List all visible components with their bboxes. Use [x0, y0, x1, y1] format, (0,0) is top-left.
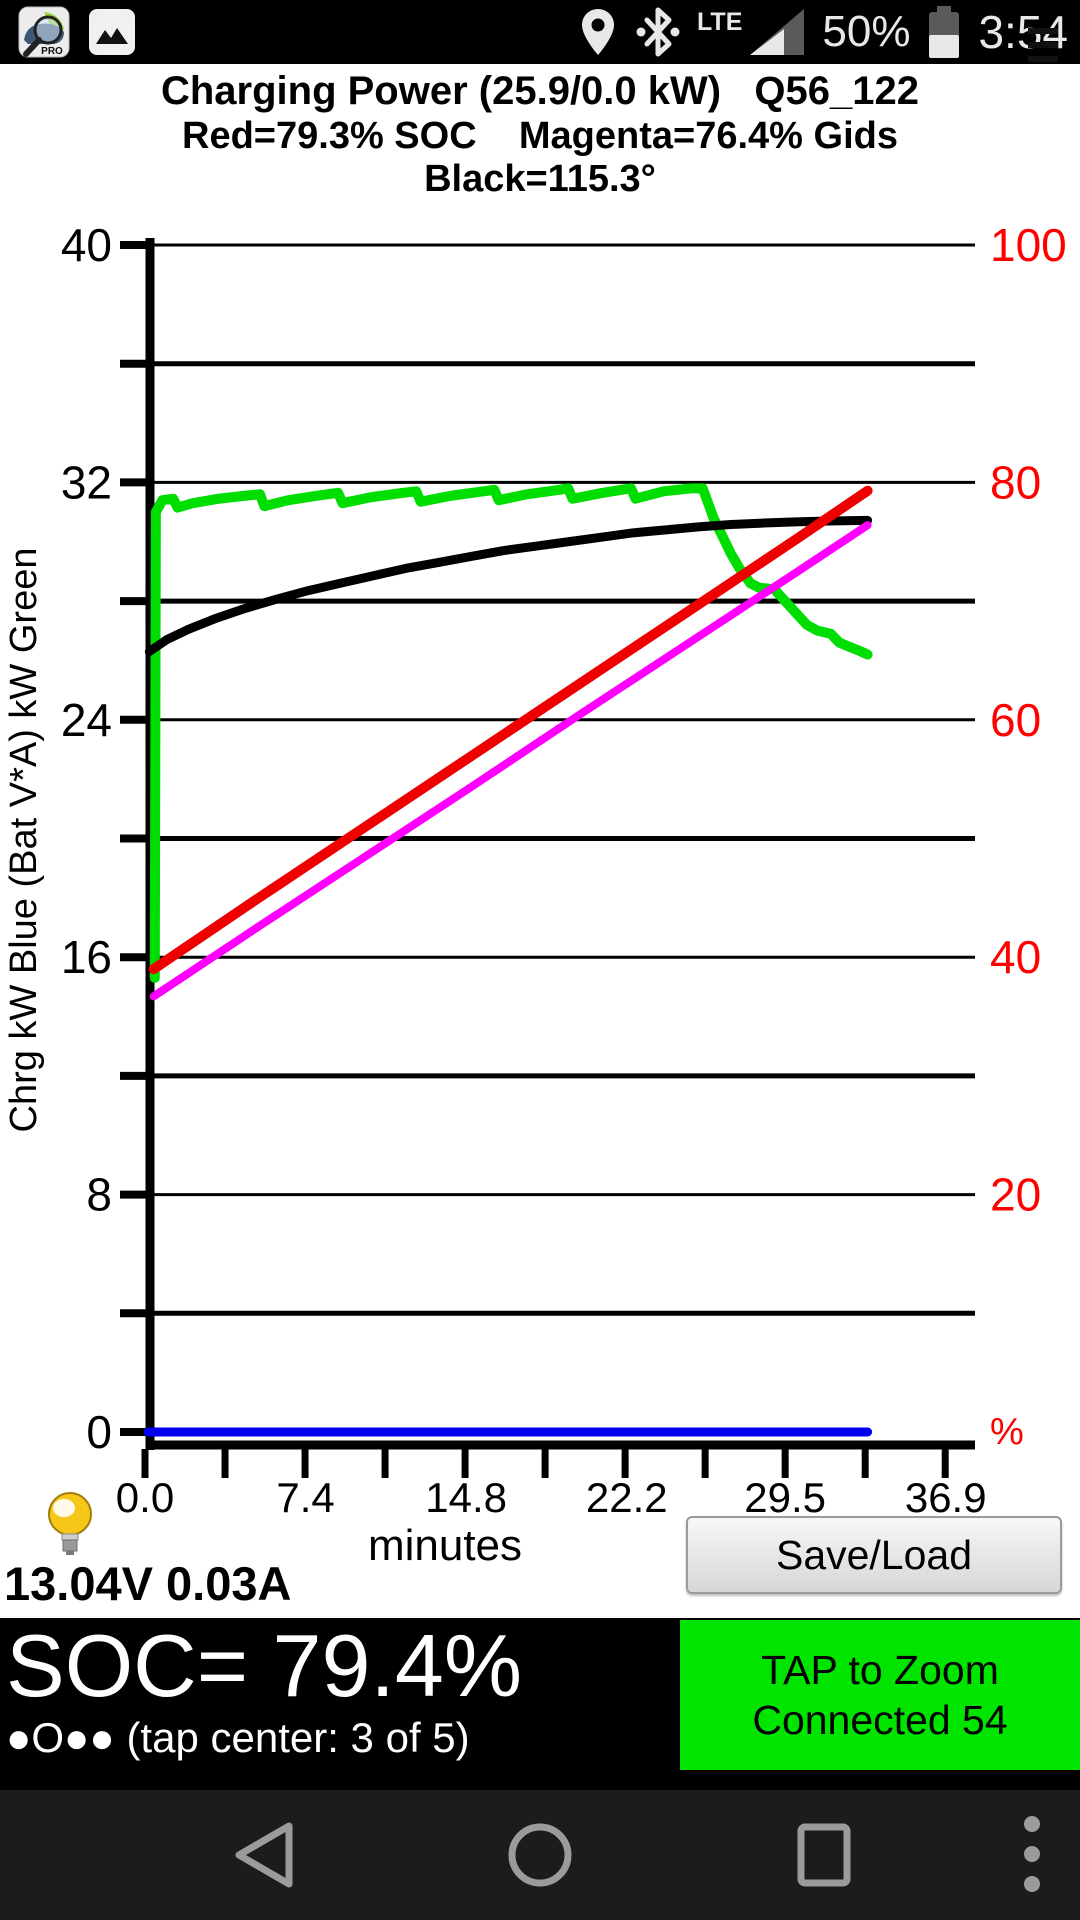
- svg-text:minutes: minutes: [368, 1521, 522, 1570]
- svg-text:40: 40: [61, 219, 112, 271]
- bluetooth-icon: [636, 7, 680, 57]
- nav-back-icon[interactable]: [235, 1822, 293, 1888]
- battery-icon: [929, 6, 960, 58]
- location-icon: [582, 9, 615, 55]
- signal-strength-icon: [750, 9, 805, 55]
- connected-status-label: Connected 54: [752, 1697, 1008, 1743]
- svg-text:14.8: 14.8: [425, 1474, 507, 1521]
- page-indicator-dots[interactable]: ●O●● (tap center: 3 of 5): [6, 1714, 470, 1761]
- legend-line-temp: Black=115.3°: [424, 158, 656, 200]
- tap-to-zoom-button[interactable]: TAP to Zoom Connected 54: [680, 1620, 1080, 1770]
- save-load-button[interactable]: Save/Load: [686, 1516, 1062, 1594]
- android-nav-bar: [0, 1790, 1080, 1920]
- series-gids-percent-magenta-76.4: [149, 521, 872, 1001]
- svg-text:%: %: [990, 1411, 1024, 1453]
- svg-text:100: 100: [990, 219, 1067, 271]
- svg-text:22.2: 22.2: [586, 1474, 668, 1521]
- svg-text:36.9: 36.9: [905, 1474, 987, 1521]
- svg-text:0.0: 0.0: [116, 1474, 174, 1521]
- svg-text:24: 24: [61, 694, 112, 746]
- series-soc-percent-red-79.3: [148, 485, 873, 975]
- svg-text:20: 20: [990, 1169, 1041, 1221]
- battery-percent-label: 50%: [822, 7, 911, 56]
- svg-text:29.5: 29.5: [744, 1474, 826, 1521]
- svg-text:PRO: PRO: [41, 46, 63, 57]
- svg-text:7.4: 7.4: [276, 1474, 334, 1521]
- series-battery-va-kw-green: [149, 483, 873, 983]
- hamburger-menu-icon[interactable]: [1028, 28, 1060, 62]
- charging-power-chart[interactable]: 0 8 16 24 32 40 20 40 60 80 100% 0.0 7.4 14.8 22.2 29.5…: [0, 185, 1080, 1575]
- nav-home-icon[interactable]: [508, 1823, 572, 1887]
- lte-label: LTE: [697, 8, 743, 36]
- legend-line-soc-gids: Red=79.3% SOC Magenta=76.4% Gids: [182, 115, 898, 157]
- series-temperature-black-115.3deg: [144, 515, 873, 657]
- svg-text:80: 80: [990, 456, 1041, 508]
- svg-text:32: 32: [61, 456, 112, 508]
- nav-overflow-dots-icon[interactable]: [1024, 1816, 1040, 1892]
- svg-text:40: 40: [990, 931, 1041, 983]
- page-title: Charging Power (25.9/0.0 kW) Q56_122: [160, 69, 920, 113]
- tap-to-zoom-label: TAP to Zoom: [761, 1647, 999, 1693]
- nav-recents-icon[interactable]: [797, 1823, 851, 1887]
- chart-header: Charging Power (25.9/0.0 kW) Q56_122 Red…: [0, 64, 1080, 200]
- svg-text:0: 0: [86, 1406, 112, 1458]
- soc-value: SOC= 79.4%: [6, 1616, 523, 1715]
- svg-text:Chrg kW Blue (Bat V*A) kW Gre: Chrg kW Blue (Bat V*A) kW Green: [3, 548, 45, 1133]
- gallery-notification-icon: [89, 9, 135, 55]
- svg-text:60: 60: [990, 694, 1041, 746]
- svg-text:16: 16: [61, 931, 112, 983]
- soc-panel: SOC= 79.4% ●O●● (tap center: 3 of 5) TAP…: [0, 1618, 1080, 1790]
- android-status-bar: PRO LTE 50%: [0, 0, 1080, 64]
- leafspy-app-notification-icon: PRO: [18, 6, 70, 58]
- aux-battery-voltage-reading: 13.04V 0.03A: [4, 1557, 292, 1610]
- screen-on-bulb-icon[interactable]: [44, 1490, 98, 1560]
- svg-text:8: 8: [86, 1169, 112, 1221]
